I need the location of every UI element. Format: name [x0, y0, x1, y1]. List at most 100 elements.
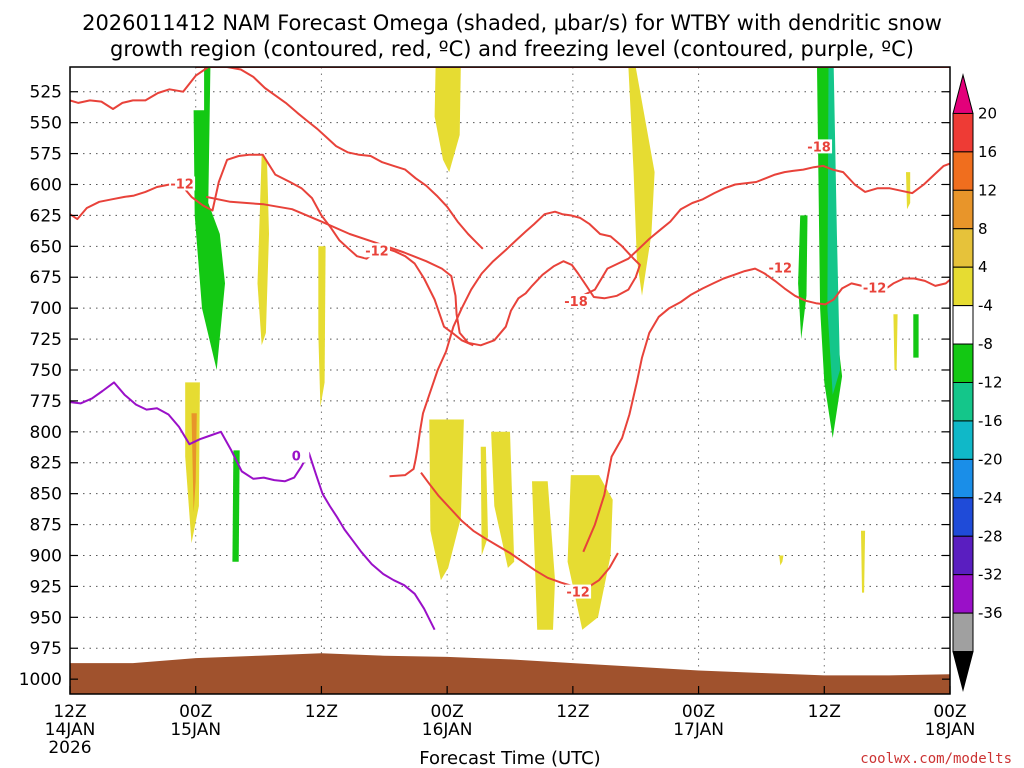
x-tick-label: 2026: [48, 738, 91, 758]
y-tick-label: 1000: [19, 670, 62, 690]
colorbar-top-arrow: [952, 73, 974, 114]
contour-label-bg: [169, 176, 196, 191]
omega-upward-motion-f: [913, 314, 919, 358]
x-tick-label: 00Z: [431, 702, 464, 722]
y-tick-label: 875: [30, 516, 62, 536]
contour-label: -18: [564, 295, 588, 310]
colorbar-label: -24: [978, 489, 1003, 507]
colorbar-label: 8: [978, 220, 988, 238]
colorbar-label: -20: [978, 450, 1003, 468]
omega-downward-motion-k: [480, 446, 488, 556]
omega-upward-motion-a: [193, 67, 225, 370]
contour-dgz-mid-right: [581, 162, 950, 297]
colorbar-label: 4: [978, 258, 988, 276]
y-tick-label: 525: [30, 83, 62, 103]
colorbar-label: -28: [978, 527, 1003, 545]
contour-dgz-a-18c: [195, 67, 484, 250]
x-tick-label: 14JAN: [45, 720, 96, 740]
x-tick-label: 12Z: [305, 702, 338, 722]
contour-label: -12: [365, 244, 389, 259]
colorbar-segment: [952, 612, 974, 653]
y-tick-label: 950: [30, 608, 62, 628]
colorbar-segment: [952, 458, 974, 499]
colorbar-segment: [952, 382, 974, 422]
y-tick-label: 675: [30, 268, 62, 288]
plot-area: -12 -12 -18 -18 -12 -12 -12 0: [70, 67, 950, 694]
x-tick-label: 16JAN: [422, 720, 473, 740]
omega-upward-motion-b: [232, 450, 240, 562]
colorbar-bottom-arrow: [952, 651, 974, 692]
colorbar-label: 16: [978, 143, 997, 161]
contour-label: -12: [863, 281, 887, 296]
y-tick-label: 775: [30, 392, 62, 412]
colorbar-label: -16: [978, 412, 1003, 430]
plot-frame: [69, 66, 951, 695]
omega-downward-motion-h: [491, 431, 515, 568]
contour-label-bg: [806, 139, 833, 154]
contour-label: -12: [170, 177, 194, 192]
y-tick-label: 650: [30, 237, 62, 257]
x-tick-label: 12Z: [808, 702, 841, 722]
colorbar-label: 12: [978, 181, 997, 199]
colorbar-segment: [952, 151, 974, 191]
y-tick-label: 550: [30, 114, 62, 134]
contour-label: 0: [292, 450, 301, 465]
colorbar-segment: [952, 420, 974, 460]
colorbar-segment: [952, 535, 974, 576]
contour-dgz-upper-12c: [70, 67, 950, 110]
colorbar-label: -32: [978, 566, 1003, 584]
colorbar-segment: [952, 189, 974, 230]
colorbar-segment: [952, 574, 974, 614]
y-tick-label: 925: [30, 577, 62, 597]
x-tick-label: 17JAN: [673, 720, 724, 740]
contour-label-bg: [283, 448, 310, 463]
colorbar-label: -36: [978, 604, 1003, 622]
omega-downward-motion-c: [257, 153, 269, 346]
contour-label-bg: [565, 584, 592, 599]
omega-downward-motion-e: [434, 67, 461, 173]
y-tick-label: 975: [30, 639, 62, 659]
colorbar-label: -8: [978, 335, 993, 353]
y-tick-label: 625: [30, 206, 62, 226]
contour-label: -12: [769, 262, 793, 277]
omega-downward-motion-f: [628, 67, 655, 296]
y-tick-label: 800: [30, 423, 62, 443]
colorbar-segment: [952, 112, 974, 153]
colorbar-segment: [952, 305, 974, 345]
omega-downward-motion-a: [185, 382, 200, 544]
y-tick-label: 850: [30, 485, 62, 505]
y-tick-label: 725: [30, 330, 62, 350]
omega-downward-motion-j: [567, 475, 613, 630]
colorbar-label: -12: [978, 374, 1003, 392]
omega-downward-motion-o: [906, 172, 911, 210]
colorbar: 20 16 12 8 4 -4 -8 -12 -16 -20 -24 -28 -32 -36: [952, 73, 1003, 692]
omega-downward-motion-g: [429, 419, 464, 581]
omega-downward-motion-i: [532, 481, 555, 630]
omega-downward-motion-b: [191, 413, 197, 513]
colorbar-segment: [952, 266, 974, 307]
x-tick-label: 00Z: [179, 702, 212, 722]
x-tick-label: 18JAN: [925, 720, 976, 740]
omega-downward-motion-m: [861, 530, 866, 593]
title-line-2: growth region (contoured, red, ºC) and f…: [110, 37, 914, 61]
contour-label-bg: [563, 293, 589, 308]
contour-dgz-upper-12c-main: [70, 153, 474, 347]
y-tick-label: 600: [30, 175, 62, 195]
omega-upward-motion-e: [798, 215, 808, 340]
x-tick-label: 00Z: [682, 702, 715, 722]
y-axis: 525 550 575 600 625 650 675 700 725 750 775 800 825 8…: [19, 83, 950, 690]
y-tick-label: 575: [30, 145, 62, 165]
contour-label: -18: [807, 140, 831, 155]
x-axis-label: Forecast Time (UTC): [419, 748, 600, 768]
contour-freezing-level-0c: [70, 381, 436, 631]
y-tick-label: 700: [30, 299, 62, 319]
colorbar-segment: [952, 497, 974, 537]
x-tick-label: 12Z: [556, 702, 589, 722]
credit-text: coolwx.com/modelts: [860, 751, 1012, 767]
contour-label-bg: [861, 280, 888, 295]
y-tick-label: 825: [30, 454, 62, 474]
contour-dgz-red-loop: [206, 195, 641, 478]
contour-label: -12: [566, 586, 590, 601]
